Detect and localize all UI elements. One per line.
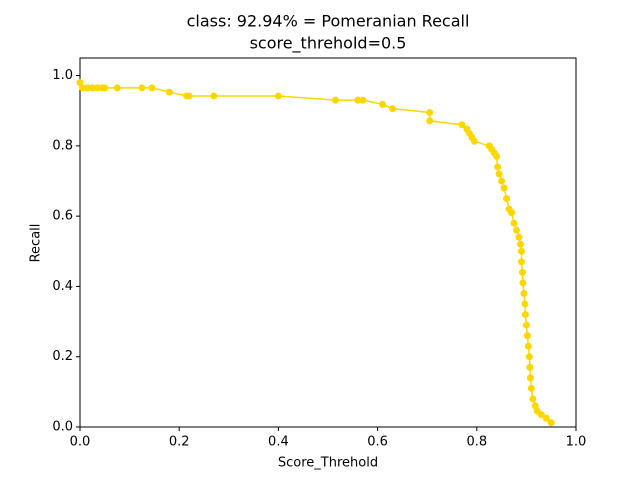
x-tick-label: 0.0 <box>70 435 91 450</box>
point <box>547 419 555 427</box>
point <box>210 92 218 100</box>
y-tick-label: 0.8 <box>52 138 73 153</box>
point <box>503 195 511 203</box>
x-tick-label: 0.4 <box>268 435 289 450</box>
x-tick-label: 0.6 <box>367 435 388 450</box>
point <box>495 170 503 178</box>
point <box>529 395 537 403</box>
point <box>542 414 550 422</box>
point <box>500 184 508 192</box>
point <box>331 96 339 104</box>
point <box>274 92 282 100</box>
point <box>458 121 466 129</box>
point <box>526 363 534 371</box>
x-tick-label: 1.0 <box>566 435 587 450</box>
point <box>388 105 396 113</box>
point <box>494 163 502 171</box>
point <box>78 84 86 92</box>
point <box>165 88 173 96</box>
point <box>379 100 387 108</box>
y-tick-label: 0.6 <box>52 209 73 224</box>
point <box>138 84 146 92</box>
point <box>522 321 530 329</box>
point <box>93 84 101 92</box>
point <box>83 84 91 92</box>
point <box>519 279 527 287</box>
point <box>531 402 539 410</box>
x-tick-label: 0.8 <box>466 435 487 450</box>
line <box>79 82 552 424</box>
point <box>521 311 529 319</box>
point <box>537 411 545 419</box>
y-tick-label: 0.4 <box>52 279 73 294</box>
chart-subtitle: score_threhold=0.5 <box>250 34 407 54</box>
point <box>525 353 533 361</box>
y-tick-label: 0.2 <box>52 349 73 364</box>
point <box>520 289 528 297</box>
point <box>493 152 501 160</box>
point <box>515 233 523 241</box>
point <box>510 219 518 227</box>
point <box>470 137 478 145</box>
y-tick-label: 1.0 <box>52 68 73 83</box>
point <box>517 258 525 266</box>
x-axis-label: Score_Threhold <box>278 456 378 471</box>
point <box>88 84 96 92</box>
point <box>359 96 367 104</box>
plot-frame <box>79 57 577 428</box>
point <box>527 384 535 392</box>
point <box>426 117 434 125</box>
chart-title: class: 92.94% = Pomeranian Recall <box>187 12 470 31</box>
point <box>148 84 156 92</box>
point <box>498 177 506 185</box>
point <box>526 374 534 382</box>
point <box>517 247 525 255</box>
point <box>518 268 526 276</box>
point <box>508 209 516 217</box>
point <box>113 84 121 92</box>
y-tick-label: 0.0 <box>52 420 73 435</box>
point <box>76 79 84 87</box>
point <box>101 84 109 92</box>
point <box>354 96 362 104</box>
point <box>521 300 529 308</box>
x-tick-label: 0.2 <box>169 435 190 450</box>
point <box>523 332 531 340</box>
point <box>185 92 193 100</box>
point <box>426 108 434 116</box>
point <box>524 342 532 350</box>
point <box>516 240 524 248</box>
point <box>512 226 520 234</box>
y-axis-label: Recall <box>29 224 44 263</box>
